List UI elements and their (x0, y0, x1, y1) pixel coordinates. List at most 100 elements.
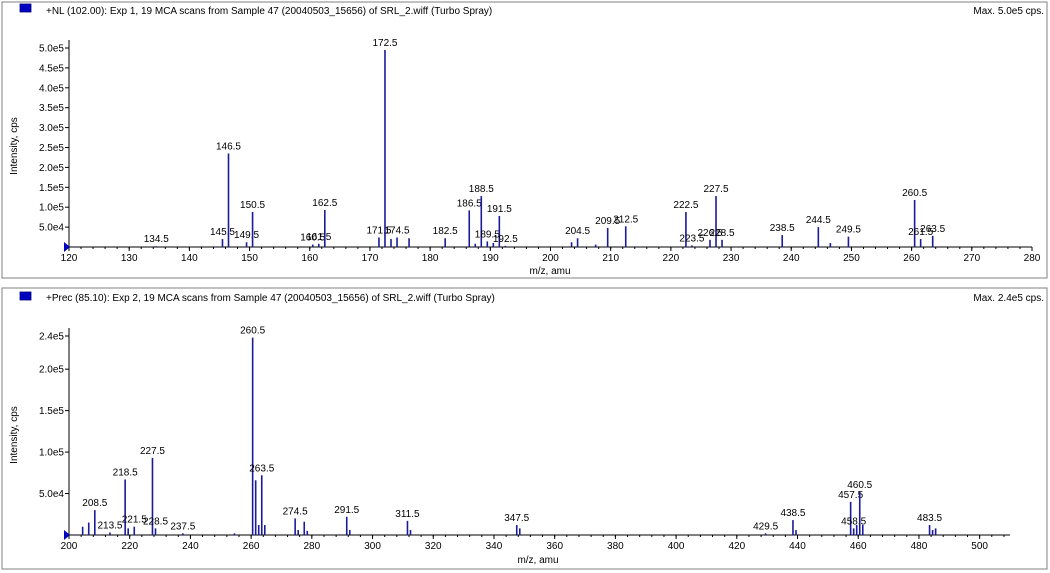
peak-label: 162.5 (312, 198, 337, 209)
peak-label: 134.5 (144, 234, 169, 245)
x-tick-label: 240 (182, 541, 199, 552)
peak-label: 347.5 (504, 513, 529, 524)
x-tick-label: 160 (301, 253, 318, 264)
y-tick-label: 1.5e5 (39, 183, 64, 194)
peak-label: 274.5 (283, 506, 308, 517)
baseline-marker-icon (64, 530, 70, 540)
x-tick-label: 500 (971, 541, 988, 552)
panel-2-marker-icon[interactable] (19, 291, 32, 301)
panel-1-title: +NL (102.00): Exp 1, 19 MCA scans from S… (46, 6, 492, 17)
x-tick-label: 170 (362, 253, 379, 264)
x-tick-label: 260 (243, 541, 260, 552)
peak-label: 189.5 (475, 229, 500, 240)
y-tick-label: 2.5e5 (39, 143, 64, 154)
y-tick-label: 2.4e5 (39, 332, 64, 343)
peak-label: 208.5 (82, 498, 107, 509)
peak-label: 174.5 (385, 225, 410, 236)
peak-label: 228.5 (143, 516, 168, 527)
peak-label: 145.5 (210, 227, 235, 238)
peak-label: 146.5 (216, 141, 241, 152)
x-tick-label: 320 (425, 541, 442, 552)
peak-label: 188.5 (469, 184, 494, 195)
y-tick-label: 2.0e5 (39, 163, 64, 174)
spectrum-panel-2[interactable]: +Prec (85.10): Exp 2, 19 MCA scans from … (1, 287, 1048, 570)
peak-label: 161.5 (306, 232, 331, 243)
peak-label: 263.5 (249, 463, 274, 474)
x-tick-label: 440 (789, 541, 806, 552)
peak-label: 171.5 (366, 225, 391, 236)
y-tick-label: 4.5e5 (39, 63, 64, 74)
panel-2-x-axis-title: m/z, amu (517, 555, 558, 566)
peak-label: 244.5 (806, 215, 831, 226)
peak-label: 483.5 (917, 513, 942, 524)
x-tick-label: 120 (61, 253, 78, 264)
peak-label: 227.5 (704, 184, 729, 195)
x-tick-label: 300 (364, 541, 381, 552)
x-tick-label: 140 (181, 253, 198, 264)
x-tick-label: 400 (668, 541, 685, 552)
x-tick-label: 200 (61, 541, 78, 552)
peak-label: 429.5 (753, 521, 778, 532)
peak-label: 221.5 (122, 515, 147, 526)
y-tick-label: 1.5e5 (39, 406, 64, 417)
peak-label: 186.5 (457, 198, 482, 209)
peak-label: 438.5 (780, 508, 805, 519)
baseline-marker-icon (64, 242, 70, 252)
peak-label: 223.5 (679, 233, 704, 244)
x-tick-label: 200 (542, 253, 559, 264)
peak-label: 460.5 (847, 480, 872, 491)
x-tick-label: 280 (1024, 253, 1041, 264)
peak-label: 192.5 (493, 234, 518, 245)
panel-1-plot: 5.0e4 1.0e5 1.5e5 2.0e5 2.5e5 3.0e5 3.5e5 4.0e5… (39, 38, 1041, 264)
peak-label: 172.5 (372, 38, 397, 49)
peak-label: 160.5 (300, 233, 325, 244)
y-tick-label: 5.0e4 (39, 223, 64, 234)
peak-label: 213.5 (97, 521, 122, 532)
peak-label: 458.5 (841, 516, 866, 527)
y-tick-label: 3.5e5 (39, 103, 64, 114)
panel-1-y-axis-title: Intensity, cps (9, 117, 20, 175)
x-tick-label: 270 (963, 253, 980, 264)
peak-label: 226.5 (697, 228, 722, 239)
x-tick-label: 190 (482, 253, 499, 264)
spectrum-panel-1[interactable]: +NL (102.00): Exp 1, 19 MCA scans from S… (1, 1, 1048, 279)
panel-2-frame (1, 287, 1048, 570)
panel-2-plot: 5.0e4 1.0e5 1.5e5 2.0e5 2.4e5 200 220 240 260 280… (39, 326, 1010, 552)
panel-2-y-axis-title: Intensity, cps (9, 406, 20, 464)
x-tick-label: 150 (241, 253, 258, 264)
panel-1-max-intensity: Max. 5.0e5 cps. (973, 6, 1044, 17)
x-tick-label: 220 (121, 541, 138, 552)
x-tick-label: 460 (850, 541, 867, 552)
x-tick-label: 260 (903, 253, 920, 264)
y-tick-label: 1.0e5 (39, 448, 64, 459)
y-tick-label: 3.0e5 (39, 123, 64, 134)
peak-label: 182.5 (433, 226, 458, 237)
panel-1-frame (1, 1, 1048, 279)
peak-label: 263.5 (920, 224, 945, 235)
peak-label: 228.5 (710, 228, 735, 239)
x-tick-label: 240 (783, 253, 800, 264)
x-tick-label: 230 (723, 253, 740, 264)
peak-label: 238.5 (770, 223, 795, 234)
peak-label: 249.5 (836, 225, 861, 236)
panel-1-marker-icon[interactable] (19, 3, 32, 13)
y-tick-label: 5.0e4 (39, 489, 64, 500)
peak-label: 149.5 (234, 230, 259, 241)
peak-label: 150.5 (240, 200, 265, 211)
x-tick-label: 210 (602, 253, 619, 264)
x-tick-label: 220 (663, 253, 680, 264)
peak-label: 218.5 (113, 467, 138, 478)
x-tick-label: 130 (121, 253, 138, 264)
panel-2-title: +Prec (85.10): Exp 2, 19 MCA scans from … (46, 293, 495, 304)
peak-label: 191.5 (487, 204, 512, 215)
peak-label: 237.5 (170, 521, 195, 532)
peak-label: 227.5 (140, 446, 165, 457)
y-tick-label: 4.0e5 (39, 83, 64, 94)
x-tick-label: 380 (607, 541, 624, 552)
peak-label: 222.5 (673, 200, 698, 211)
x-tick-label: 180 (422, 253, 439, 264)
panel-2-max-intensity: Max. 2.4e5 cps. (973, 293, 1044, 304)
peak-label: 261.5 (908, 227, 933, 238)
y-tick-label: 5.0e5 (39, 44, 64, 55)
